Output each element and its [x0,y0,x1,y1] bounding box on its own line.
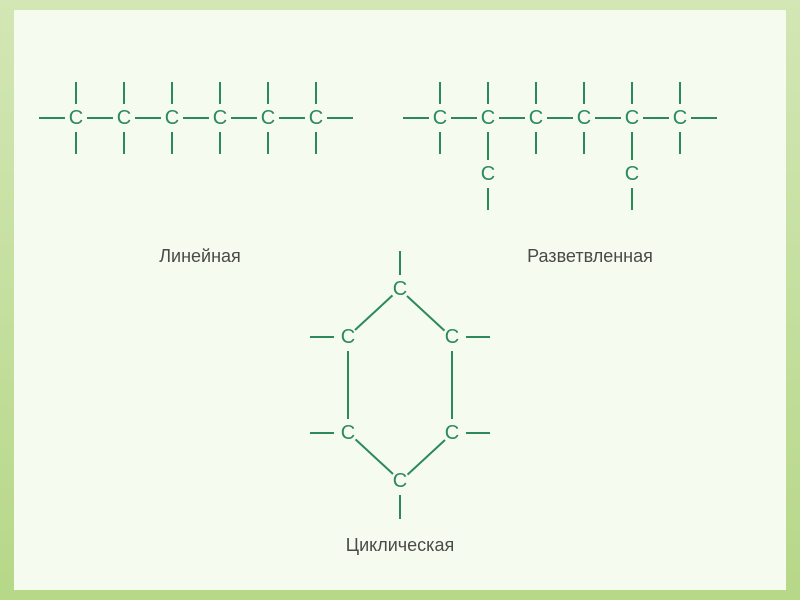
bond-v [219,82,221,104]
bond-h [183,117,209,119]
bond-v [631,82,633,104]
label-cyclic: Циклическая [300,535,500,556]
bond-h [451,117,477,119]
bond-v [219,132,221,154]
bond-v [583,82,585,104]
carbon-atom: C [478,107,498,129]
bond-h [310,432,334,434]
bond-v [399,495,401,519]
carbon-atom: C [526,107,546,129]
bond-v [535,132,537,154]
bond-h [643,117,669,119]
bond-v [267,132,269,154]
bond-v [679,132,681,154]
bond-v [679,82,681,104]
bond-v [535,82,537,104]
bond-v [487,132,489,160]
bond-v [75,82,77,104]
bond-h [87,117,113,119]
bond-v [439,132,441,154]
bond-h [279,117,305,119]
bond-v [123,82,125,104]
carbon-atom: C [622,107,642,129]
bond-h [310,336,334,338]
bond-v [75,132,77,154]
carbon-atom: C [306,107,326,129]
bond-v [631,132,633,160]
carbon-branch: C [622,163,642,185]
bond-h [466,336,490,338]
bond-v [631,188,633,210]
carbon-atom: C [114,107,134,129]
bond-h [595,117,621,119]
carbon-atom: C [430,107,450,129]
carbon-atom: C [670,107,690,129]
bond-v [583,132,585,154]
bond-v [487,82,489,104]
bond-v [315,82,317,104]
bond-h [547,117,573,119]
carbon-atom: C [66,107,86,129]
bond-v [123,132,125,154]
bond-v [487,188,489,210]
bond-h [135,117,161,119]
carbon-atom: C [574,107,594,129]
carbon-atom: C [258,107,278,129]
label-branched: Разветвленная [480,246,700,267]
bond [451,351,453,419]
bond-h [466,432,490,434]
bond-v [171,132,173,154]
bond-v [171,82,173,104]
bond-h [691,117,717,119]
bond-h [403,117,429,119]
diagram-canvas: CCCCCC CCCCCCCC CCCCCC Линейная Разветвл… [0,0,800,600]
bond-h [327,117,353,119]
bond-v [439,82,441,104]
bond [347,351,349,419]
bond-v [399,251,401,275]
carbon-atom: C [210,107,230,129]
bond-v [267,82,269,104]
carbon-atom: C [162,107,182,129]
bond-v [315,132,317,154]
carbon-branch: C [478,163,498,185]
bond-h [39,117,65,119]
label-linear: Линейная [110,246,290,267]
bond-h [499,117,525,119]
bond-h [231,117,257,119]
